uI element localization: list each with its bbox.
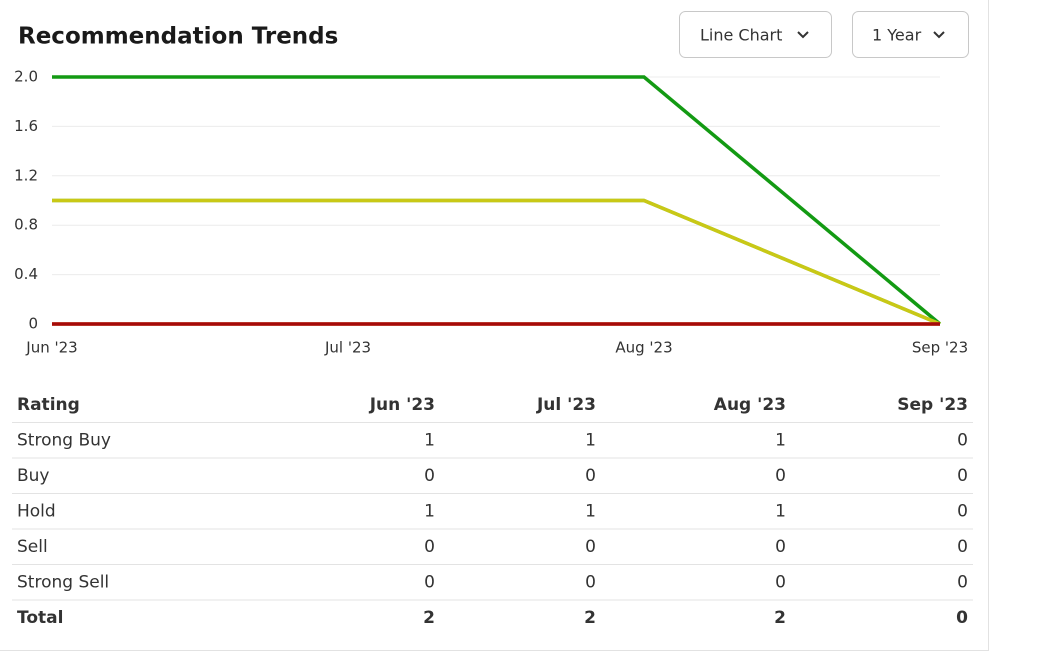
dropdown-box[interactable] [852, 11, 969, 58]
cell: 1 [585, 431, 596, 451]
cell: 0 [775, 537, 786, 557]
cell: 0 [424, 573, 435, 593]
cell: 0 [775, 466, 786, 486]
x-tick-label: Sep '23 [912, 339, 968, 357]
total-cell: 2 [774, 608, 786, 628]
dropdown-box[interactable] [679, 11, 832, 58]
cell: 0 [585, 466, 596, 486]
total-cell: 2 [423, 608, 435, 628]
y-tick-label: 0.8 [14, 216, 38, 234]
row-label: Hold [17, 502, 56, 522]
row-label: Strong Sell [17, 573, 109, 593]
cell: 0 [957, 537, 968, 557]
dropdown-label[interactable]: 1 Year [872, 26, 922, 45]
chevron[interactable] [933, 31, 945, 39]
cell: 0 [775, 573, 786, 593]
table-header: Aug '23 [714, 395, 786, 415]
cell: 1 [424, 502, 435, 522]
table-header: Jul '23 [536, 395, 596, 415]
table-header: Rating [17, 395, 80, 415]
cell: 1 [585, 502, 596, 522]
dropdown-label[interactable]: Line Chart [700, 26, 782, 45]
cell: 0 [957, 573, 968, 593]
dropdown[interactable]: Line Chart [679, 11, 832, 58]
cell: 0 [957, 466, 968, 486]
cell: 0 [585, 573, 596, 593]
y-tick-label: 0.4 [14, 265, 38, 283]
y-tick-label: 1.2 [14, 166, 38, 184]
table-header: Jun '23 [369, 395, 435, 415]
cell: 0 [957, 502, 968, 522]
total-cell: 0 [956, 608, 968, 628]
line-series [52, 198, 941, 326]
total-cell: 2 [584, 608, 596, 628]
cell: 0 [424, 466, 435, 486]
total-label: Total [17, 608, 63, 628]
cell: 0 [424, 537, 435, 557]
cell: 1 [424, 431, 435, 451]
row-label: Strong Buy [17, 431, 111, 451]
y-tick-label: 2.0 [14, 68, 38, 86]
x-tick-label: Aug '23 [615, 339, 672, 357]
dropdown[interactable]: 1 Year [852, 11, 969, 58]
cell: 0 [957, 431, 968, 451]
row-label: Sell [17, 537, 48, 557]
y-tick-label: 0 [28, 315, 38, 333]
cell: 1 [775, 502, 786, 522]
table-header: Sep '23 [897, 395, 968, 415]
line-series [52, 198, 941, 326]
chevron[interactable] [797, 31, 809, 39]
x-tick-label: Jun '23 [25, 339, 77, 357]
row-label: Buy [17, 466, 50, 486]
x-tick-label: Jul '23 [324, 339, 371, 357]
line-series [52, 75, 942, 326]
cell: 1 [775, 431, 786, 451]
y-tick-label: 1.6 [14, 117, 38, 135]
chart-title: Recommendation Trends [18, 24, 338, 50]
cell: 0 [585, 537, 596, 557]
